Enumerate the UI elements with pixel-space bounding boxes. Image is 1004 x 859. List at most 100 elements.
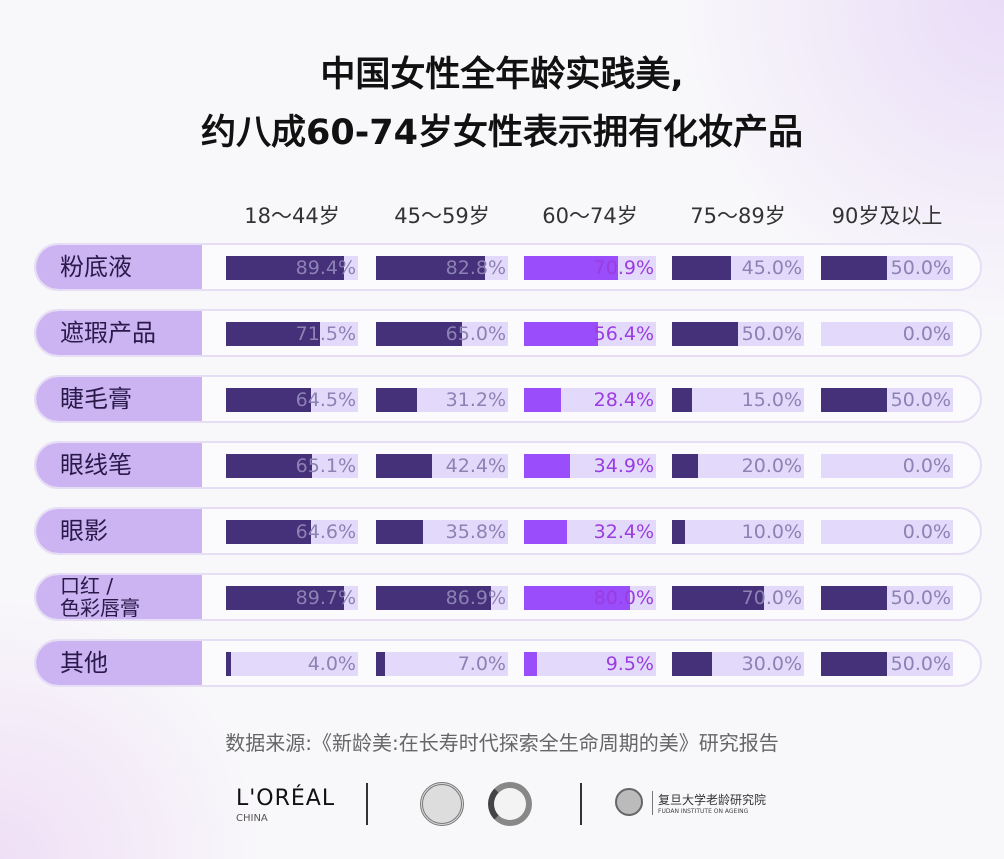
data-label: 7.0% (457, 653, 506, 675)
category-label: 眼线笔 (36, 443, 202, 487)
bar-track: 45.0% (672, 256, 804, 280)
bar (226, 322, 321, 346)
bar-track: 50.0% (821, 652, 953, 676)
bar-track: 0.0% (821, 322, 953, 346)
bar (226, 454, 312, 478)
data-label: 15.0% (741, 389, 802, 411)
data-label: 42.4% (445, 455, 506, 477)
data-label: 0.0% (902, 455, 951, 477)
bar-track: 4.0% (226, 652, 358, 676)
bar (672, 520, 686, 544)
bar-track: 34.9% (524, 454, 656, 478)
category-label-line: 其他 (60, 649, 108, 677)
data-label: 50.0% (890, 389, 951, 411)
data-label: 50.0% (890, 587, 951, 609)
data-label: 86.9% (445, 587, 506, 609)
category-label-line: 眼影 (60, 517, 108, 545)
category-label: 眼影 (36, 509, 202, 553)
category-row: 粉底液 89.4% 82.8% 70.9% 45.0% 50.0% (34, 243, 982, 291)
title-line-2: 约八成60-74岁女性表示拥有化妆产品 (201, 113, 803, 153)
category-row: 其他 4.0% 7.0% 9.5% 30.0% 50.0% (34, 639, 982, 687)
association-seal-logo (420, 782, 464, 826)
bar (376, 388, 418, 412)
category-label: 粉底液 (36, 245, 202, 289)
bar (376, 256, 486, 280)
data-label: 56.4% (593, 323, 654, 345)
category-label: 口红 / 色彩唇膏 (36, 575, 202, 619)
data-label: 9.5% (605, 653, 654, 675)
data-label: 4.0% (307, 653, 356, 675)
bar-track: 30.0% (672, 652, 804, 676)
bar-track: 50.0% (672, 322, 804, 346)
bar (672, 454, 699, 478)
data-label: 50.0% (890, 653, 951, 675)
bar (524, 586, 630, 610)
bar (821, 652, 887, 676)
bar-track: 0.0% (821, 454, 953, 478)
title-line-1: 中国女性全年龄实践美, (320, 55, 684, 95)
logos: L'ORÉAL CHINA 复旦大学老龄研究院 FUDAN INSTITUTE … (0, 780, 1004, 830)
bar (524, 256, 618, 280)
category-row: 睫毛膏 64.5% 31.2% 28.4% 15.0% 50.0% (34, 375, 982, 423)
bar-track: 10.0% (672, 520, 804, 544)
bar (226, 586, 345, 610)
bar (524, 388, 562, 412)
chart-title: 中国女性全年龄实践美, 约八成60-74岁女性表示拥有化妆产品 (0, 46, 1004, 162)
bar-track: 20.0% (672, 454, 804, 478)
bar (226, 256, 344, 280)
category-label: 遮瑕产品 (36, 311, 202, 355)
bar (524, 520, 567, 544)
bar-track: 32.4% (524, 520, 656, 544)
bar-track: 9.5% (524, 652, 656, 676)
bar-track: 86.9% (376, 586, 508, 610)
data-label: 89.7% (295, 587, 356, 609)
category-label: 其他 (36, 641, 202, 685)
bar-track: 31.2% (376, 388, 508, 412)
bar-track: 70.9% (524, 256, 656, 280)
bar-track: 28.4% (524, 388, 656, 412)
data-label: 64.5% (295, 389, 356, 411)
data-label: 34.9% (593, 455, 654, 477)
bar (672, 586, 765, 610)
bar (524, 322, 599, 346)
column-header: 75～89岁 (690, 204, 786, 228)
column-header: 60～74岁 (542, 204, 638, 228)
bar (376, 652, 386, 676)
column-header: 45～59岁 (394, 204, 490, 228)
data-label: 71.5% (295, 323, 356, 345)
data-label: 0.0% (902, 521, 951, 543)
data-label: 10.0% (741, 521, 802, 543)
bar-track: 35.8% (376, 520, 508, 544)
bar-track: 80.0% (524, 586, 656, 610)
bar (226, 520, 312, 544)
anniversary-logo (488, 782, 532, 826)
bar-track: 42.4% (376, 454, 508, 478)
category-label-line: 睫毛膏 (60, 385, 132, 413)
divider (580, 783, 582, 825)
category-label: 睫毛膏 (36, 377, 202, 421)
category-row: 眼影 64.6% 35.8% 32.4% 10.0% 0.0% (34, 507, 982, 555)
data-label: 20.0% (741, 455, 802, 477)
bar (524, 652, 537, 676)
bar (376, 520, 424, 544)
data-label: 70.0% (741, 587, 802, 609)
bar (821, 388, 887, 412)
data-label: 65.0% (445, 323, 506, 345)
bar-track: 50.0% (821, 388, 953, 412)
bar-track: 82.8% (376, 256, 508, 280)
bar (376, 322, 462, 346)
data-label: 35.8% (445, 521, 506, 543)
loreal-logo: L'ORÉAL CHINA (236, 786, 336, 824)
bar (672, 256, 732, 280)
bar-track: 65.1% (226, 454, 358, 478)
bar (672, 388, 692, 412)
data-label: 82.8% (445, 257, 506, 279)
bar (226, 652, 232, 676)
data-label: 30.0% (741, 653, 802, 675)
bar-track: 70.0% (672, 586, 804, 610)
bar-track: 65.0% (376, 322, 508, 346)
category-label-line: 色彩唇膏 (60, 596, 140, 620)
data-label: 70.9% (593, 257, 654, 279)
column-header: 90岁及以上 (831, 204, 943, 228)
bar-track: 89.7% (226, 586, 358, 610)
